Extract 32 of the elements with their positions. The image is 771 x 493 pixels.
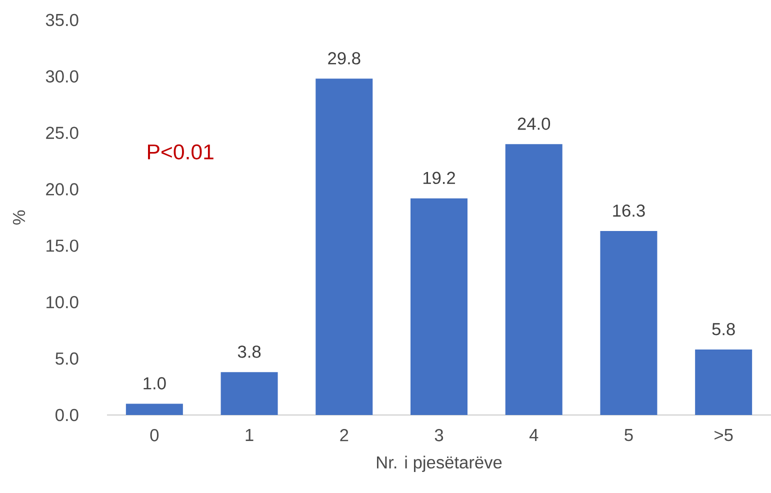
y-tick-label: 25.0 (46, 126, 78, 139)
y-tick-label: 35.0 (46, 14, 78, 26)
data-label: 3.8 (238, 346, 261, 358)
bar (600, 231, 658, 415)
bar (316, 78, 373, 415)
data-label: 19.2 (423, 172, 455, 184)
data-label: 24.0 (518, 118, 550, 130)
y-tick-label: 15.0 (46, 240, 78, 252)
data-label: 1.0 (144, 377, 166, 390)
bar (410, 198, 468, 415)
x-axis-title: Nr. i pjesëtarëve (377, 456, 502, 472)
y-tick-label: 0.0 (56, 408, 78, 422)
y-tick-label: 20.0 (46, 183, 78, 196)
x-tick-label: >5 (714, 429, 733, 442)
y-tick-label: 5.0 (56, 352, 78, 365)
x-tick-label: 1 (246, 429, 254, 441)
bar (126, 404, 183, 415)
x-tick-label: 4 (529, 429, 538, 441)
y-tick-label: 10.0 (46, 296, 78, 308)
bar (505, 144, 562, 415)
x-tick-label: 2 (340, 429, 348, 442)
x-tick-label: 5 (624, 429, 633, 442)
annotation: P<0.01 (148, 144, 214, 160)
data-label: 5.8 (712, 323, 735, 336)
y-tick-label: 30.0 (46, 70, 78, 83)
data-label: 29.8 (328, 52, 360, 64)
bar (220, 372, 278, 415)
x-tick-label: 3 (434, 429, 444, 442)
data-label: 16.3 (613, 204, 645, 217)
y-axis-title: % (12, 210, 26, 225)
bar (695, 350, 752, 415)
x-tick-label: 0 (150, 429, 159, 442)
